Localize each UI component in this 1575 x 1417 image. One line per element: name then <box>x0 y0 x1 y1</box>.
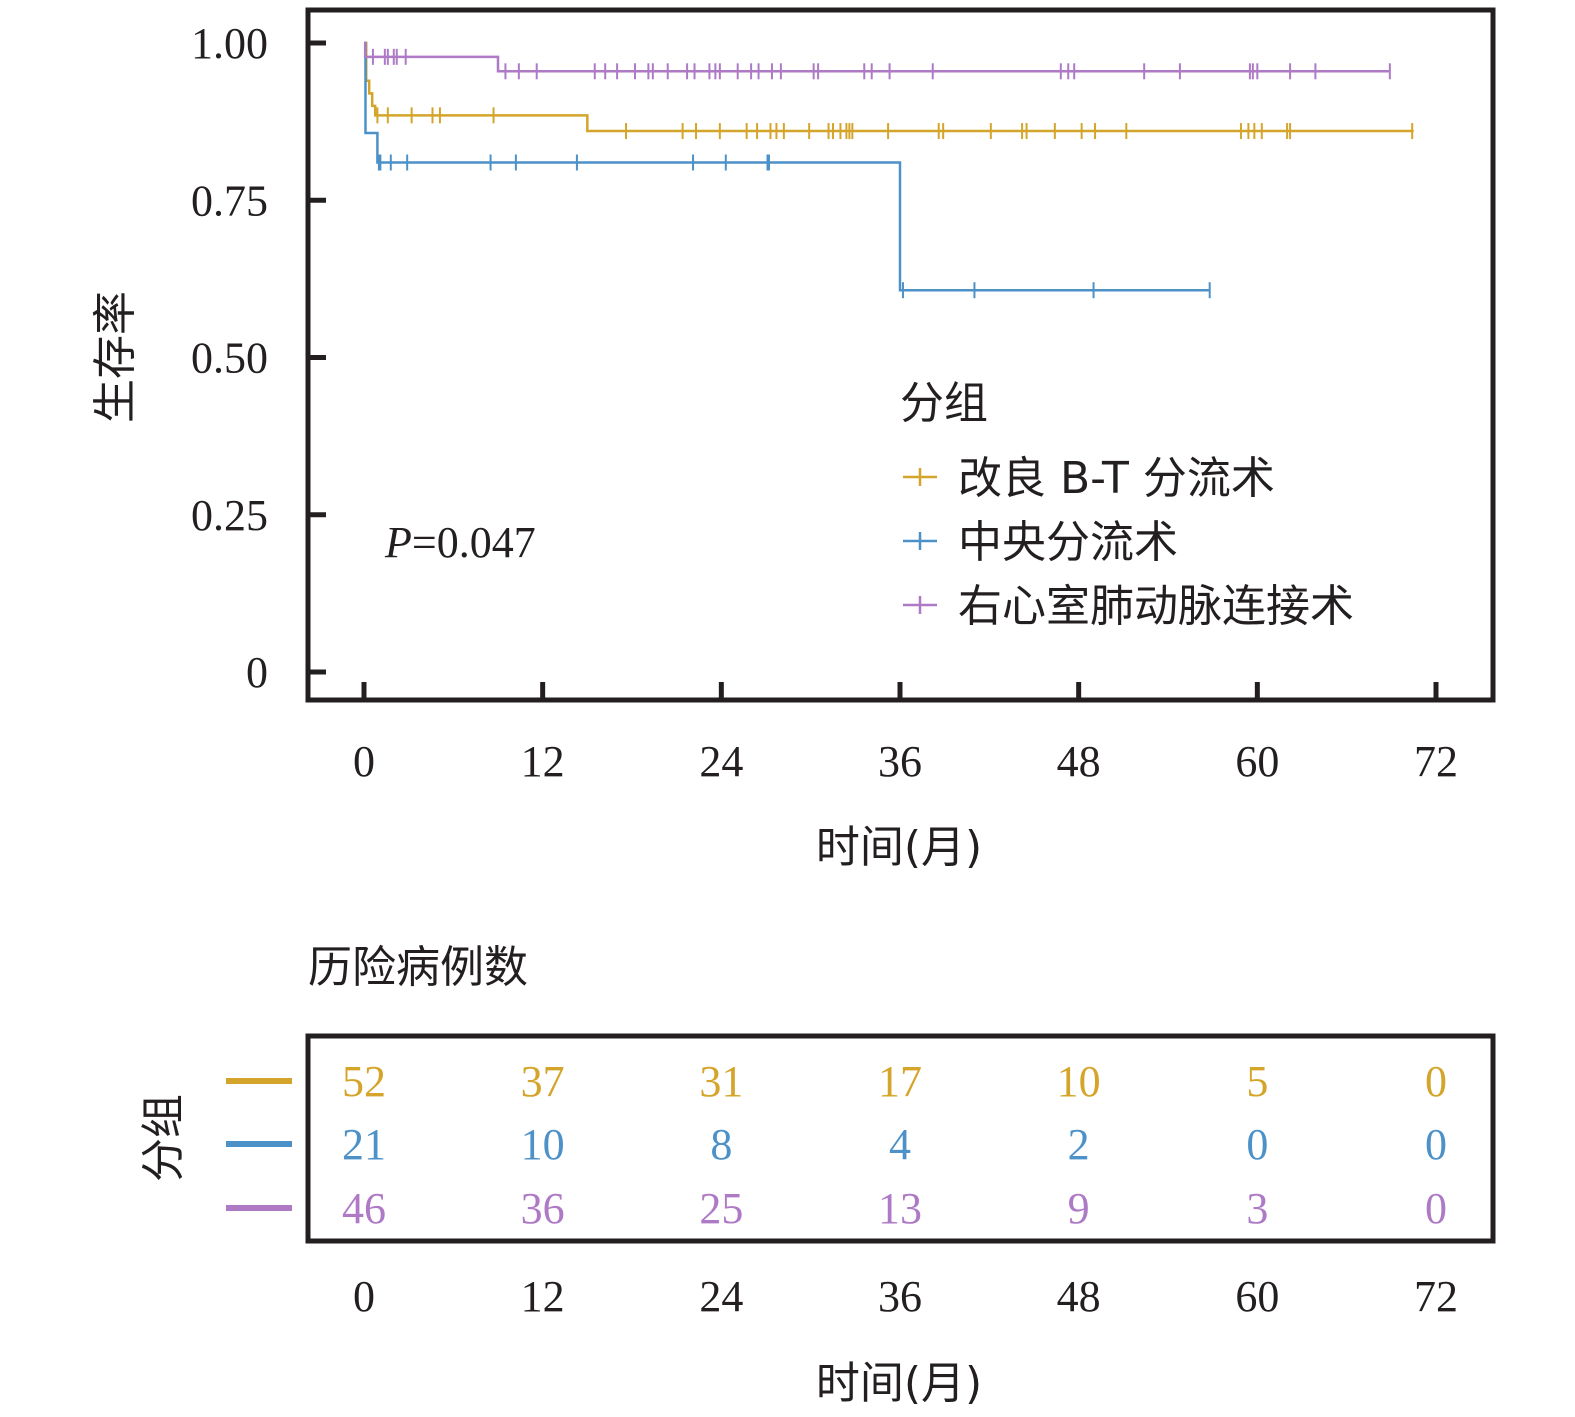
risk-value: 0 <box>1425 1057 1447 1106</box>
risk-table-row-markers <box>226 1078 292 1211</box>
series-2 <box>364 41 1211 299</box>
y-tick-label: 0.50 <box>191 334 268 383</box>
risk-value: 31 <box>699 1057 743 1106</box>
risk-value: 46 <box>342 1184 386 1233</box>
risk-value: 13 <box>878 1184 922 1233</box>
risk-x-tick-label: 12 <box>521 1272 565 1321</box>
risk-value: 17 <box>878 1057 922 1106</box>
risk-value: 10 <box>521 1120 565 1169</box>
x-tick-label: 12 <box>521 737 565 786</box>
risk-table-frame <box>305 1033 1496 1244</box>
risk-value: 8 <box>710 1120 732 1169</box>
x-tick-label: 48 <box>1057 737 1101 786</box>
risk-table-group-label: 分组 <box>138 1094 189 1182</box>
y-tick-label: 0.25 <box>191 491 268 540</box>
legend-item: 改良 B-T 分流术 <box>903 453 1275 504</box>
x-tick-label: 60 <box>1235 737 1279 786</box>
legend-label: 改良 B-T 分流术 <box>958 453 1275 504</box>
risk-value: 0 <box>1425 1120 1447 1169</box>
legend-label: 中央分流术 <box>958 517 1178 568</box>
series-3 <box>363 41 1391 80</box>
risk-value: 0 <box>1425 1184 1447 1233</box>
survival-curve <box>363 41 1390 73</box>
risk-table-values: 52 37 31 17 10 5 0 21 10 8 4 2 0 0 46 36 25 13 9 3 0 <box>342 1057 1447 1233</box>
x-axis-label: 时间(月) <box>816 822 982 873</box>
x-tick-label: 0 <box>353 737 375 786</box>
survival-curve <box>364 41 1414 133</box>
risk-x-tick-label: 60 <box>1235 1272 1279 1321</box>
x-tick-label: 24 <box>699 737 743 786</box>
x-axis-ticks <box>361 682 1439 700</box>
p-value-number: =0.047 <box>412 518 536 567</box>
legend-item: 右心室肺动脉连接术 <box>903 581 1354 632</box>
risk-value: 4 <box>889 1120 911 1169</box>
y-tick-label: 0 <box>246 648 268 697</box>
series-1 <box>364 41 1414 140</box>
risk-value: 10 <box>1057 1057 1101 1106</box>
risk-value: 9 <box>1068 1184 1090 1233</box>
legend-label: 右心室肺动脉连接术 <box>958 581 1354 632</box>
risk-value: 36 <box>521 1184 565 1233</box>
survival-chart: 0 0.25 0.50 0.75 1.00 0 12 24 36 48 60 72 生存率 时间(月… <box>90 7 1496 873</box>
risk-value: 52 <box>342 1057 386 1106</box>
p-value-symbol: P <box>384 518 412 567</box>
survival-series <box>363 41 1414 299</box>
p-value-annotation: P=0.047 <box>384 518 536 567</box>
y-axis-ticks <box>308 40 326 675</box>
risk-x-tick-label: 24 <box>699 1272 743 1321</box>
risk-table: 历险病例数 分组 52 37 31 17 10 5 0 21 10 8 4 2 0 0 46 36 25 13 9 3… <box>138 942 1496 1409</box>
risk-x-tick-label: 48 <box>1057 1272 1101 1321</box>
risk-value: 3 <box>1246 1184 1268 1233</box>
x-axis-tick-labels: 0 12 24 36 48 60 72 <box>353 737 1458 786</box>
risk-value: 0 <box>1246 1120 1268 1169</box>
risk-value: 5 <box>1246 1057 1268 1106</box>
risk-table-x-axis-label: 时间(月) <box>816 1358 982 1409</box>
risk-value: 2 <box>1068 1120 1090 1169</box>
risk-x-tick-label: 0 <box>353 1272 375 1321</box>
risk-table-x-tick-labels: 0 12 24 36 48 60 72 <box>353 1272 1458 1321</box>
legend-item: 中央分流术 <box>903 517 1178 568</box>
legend-title: 分组 <box>900 378 988 429</box>
x-tick-label: 36 <box>878 737 922 786</box>
risk-value: 25 <box>699 1184 743 1233</box>
risk-x-tick-label: 36 <box>878 1272 922 1321</box>
y-axis-tick-labels: 0 0.25 0.50 0.75 1.00 <box>191 19 268 697</box>
y-axis-label: 生存率 <box>90 291 141 423</box>
risk-value: 37 <box>521 1057 565 1106</box>
y-tick-label: 1.00 <box>191 19 268 68</box>
risk-value: 21 <box>342 1120 386 1169</box>
y-tick-label: 0.75 <box>191 176 268 225</box>
risk-table-title: 历险病例数 <box>308 942 528 993</box>
x-tick-label: 72 <box>1414 737 1458 786</box>
risk-x-tick-label: 72 <box>1414 1272 1458 1321</box>
